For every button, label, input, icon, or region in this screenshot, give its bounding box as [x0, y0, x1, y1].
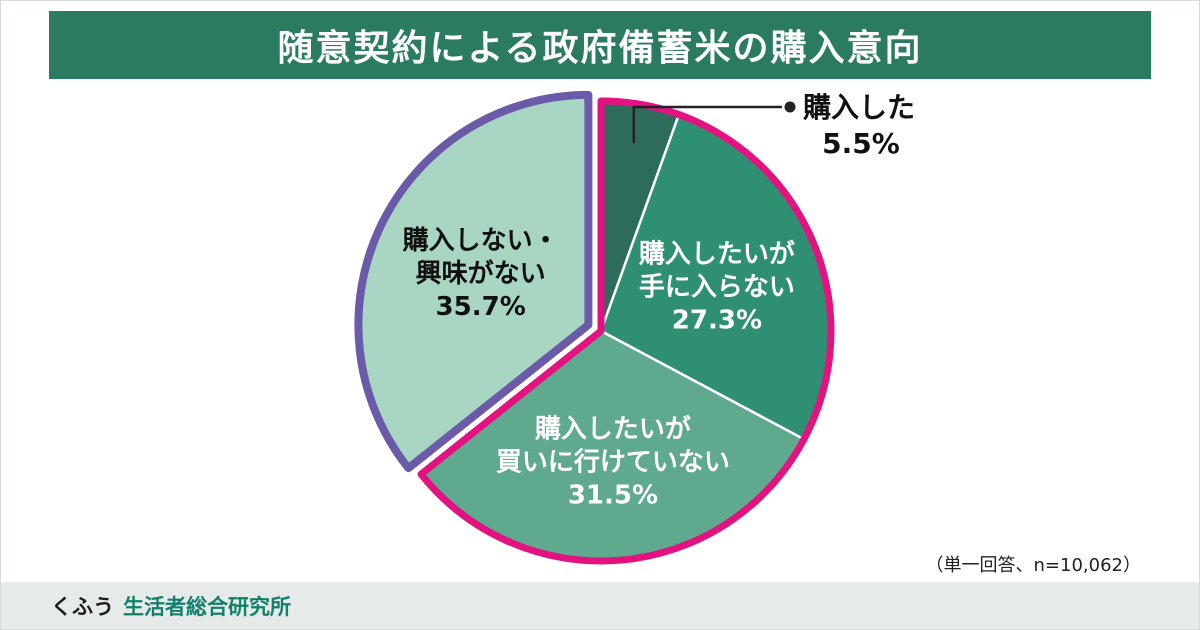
chart-title-bar: 随意契約による政府備蓄米の購入意向 — [49, 11, 1151, 79]
pie-label-3: 購入しない・興味がない 35.7% — [403, 226, 559, 322]
callout-label-text: 購入した — [803, 91, 915, 124]
brand-org-name: 生活者総合研究所 — [123, 594, 291, 619]
callout-leader-line — [632, 105, 782, 143]
group-outline-magenta — [417, 97, 835, 565]
callout-label-value: 5.5% — [822, 127, 900, 160]
pie-slice-3 — [354, 90, 593, 473]
pie-label-2: 購入したいが買いに行けていない 31.5% — [496, 414, 730, 511]
brand-logo-kufu: くふう — [51, 594, 114, 619]
brand-bar: くふう 生活者総合研究所 — [1, 582, 1199, 629]
survey-note: （単一回答、n=10,062） — [925, 555, 1141, 576]
pie-label-1: 購入したいが手に入らない 27.3% — [639, 238, 795, 335]
chart-title: 随意契約による政府備蓄米の購入意向 — [277, 28, 923, 69]
callout-dot — [784, 101, 796, 113]
